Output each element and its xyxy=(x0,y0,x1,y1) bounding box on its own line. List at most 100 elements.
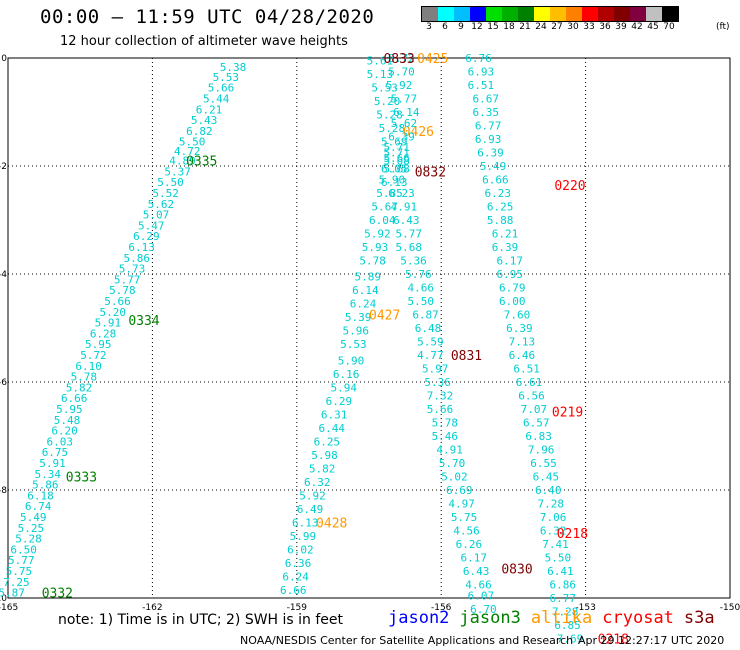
time-label-cryosat: 0218 xyxy=(557,527,588,542)
wave-height-value: 5.52 xyxy=(152,187,179,200)
legend-swatch xyxy=(518,7,534,21)
wave-height-value: 6.17 xyxy=(497,255,524,268)
wave-height-value: 5.92 xyxy=(386,79,413,92)
wave-height-value: 5.49 xyxy=(20,511,47,524)
wave-height-value: 7.60 xyxy=(504,309,530,322)
wave-height-value: 5.66 xyxy=(208,82,235,95)
legend-swatch xyxy=(662,7,678,21)
legend-swatch xyxy=(486,7,502,21)
legend-swatch xyxy=(534,7,550,21)
wave-height-value: 5.77 xyxy=(391,93,418,106)
wave-height-value: 6.56 xyxy=(518,390,545,403)
time-label-jason3: 0333 xyxy=(66,471,97,486)
time-label-cryosat: 0218 xyxy=(598,633,629,648)
time-label-altika: 0428 xyxy=(316,516,347,531)
wave-height-value: 5.94 xyxy=(330,381,357,394)
wave-height-value: 5.86 xyxy=(124,252,150,265)
wave-height-value: 4.91 xyxy=(391,201,418,214)
wave-height-value: 4.66 xyxy=(408,282,435,295)
footnote: note: 1) Time is in UTC; 2) SWH is in fe… xyxy=(58,612,344,628)
wave-height-value: 5.07 xyxy=(143,209,170,222)
y-tick-label: -10 xyxy=(0,594,7,604)
legend-label: 27 xyxy=(551,22,563,32)
time-label-jason3: 0334 xyxy=(128,314,159,329)
wave-height-value: 6.76 xyxy=(465,52,492,65)
legend-label: 3 xyxy=(426,22,432,32)
time-label-cryosat: 0219 xyxy=(552,406,583,421)
wave-height-value: 5.90 xyxy=(379,174,406,187)
wave-height-value: 6.66 xyxy=(482,174,509,187)
wave-height-value: 6.21 xyxy=(196,103,223,116)
wave-height-value: 6.95 xyxy=(497,268,524,281)
time-label-cryosat: 0220 xyxy=(554,179,585,194)
wave-height-value: 6.79 xyxy=(499,282,525,295)
wave-height-value: 6.77 xyxy=(475,120,502,133)
wave-height-value: 5.53 xyxy=(340,338,367,351)
x-tick-label: -165 xyxy=(0,603,18,613)
wave-height-value: 5.62 xyxy=(391,117,418,130)
wave-height-value: 5.47 xyxy=(138,219,165,232)
wave-height-value: 5.70 xyxy=(388,66,415,79)
wave-height-value: 6.61 xyxy=(516,376,543,389)
legend-label: 33 xyxy=(583,22,595,32)
wave-height-value: 5.76 xyxy=(405,268,432,281)
wave-height-value: 6.66 xyxy=(280,584,307,597)
legend-label: 45 xyxy=(647,22,659,32)
legend-swatch xyxy=(582,7,598,21)
legend-label: 42 xyxy=(631,22,643,32)
wave-height-value: 6.17 xyxy=(460,552,487,565)
wave-height-value: 5.02 xyxy=(441,471,468,484)
wave-height-value: 6.44 xyxy=(318,422,345,435)
wave-height-value: 6.39 xyxy=(477,147,504,160)
wave-height-value: 5.72 xyxy=(80,349,107,362)
legend-swatch xyxy=(566,7,582,21)
wave-height-value: 5.91 xyxy=(95,317,122,330)
wave-height-value: 6.93 xyxy=(468,66,495,79)
wave-height-value: 6.66 xyxy=(61,392,88,405)
time-label-altika: 0425 xyxy=(417,52,448,67)
y-tick-label: -2 xyxy=(0,162,7,172)
time-label-altika: 0427 xyxy=(369,309,400,324)
wave-height-value: 5.36 xyxy=(424,376,451,389)
wave-height-value: 6.43 xyxy=(463,565,490,578)
wave-height-value: 5.82 xyxy=(66,381,93,394)
wave-height-value: 6.32 xyxy=(540,525,567,538)
wave-height-value: 5.90 xyxy=(338,354,365,367)
wave-height-value: 6.93 xyxy=(475,133,502,146)
legend-swatch xyxy=(646,7,662,21)
wave-height-value: 5.88 xyxy=(487,214,513,227)
wave-height-value: 5.43 xyxy=(191,114,218,127)
legend-label: 12 xyxy=(471,22,483,32)
wave-height-value: 6.23 xyxy=(388,187,415,200)
wave-height-value: 5.78 xyxy=(432,417,459,430)
wave-height-value: 5.62 xyxy=(148,198,175,211)
wave-height-value: 6.41 xyxy=(547,565,574,578)
wave-height-value: 6.20 xyxy=(51,425,78,438)
wave-height-value: 5.25 xyxy=(18,522,45,535)
wave-height-value: 5.77 xyxy=(114,273,141,286)
wave-height-value: 6.39 xyxy=(506,322,533,335)
time-label-jason3: 0335 xyxy=(186,155,217,170)
x-tick-label: -159 xyxy=(287,603,308,613)
wave-height-value: 5.20 xyxy=(374,95,401,108)
satellite-name-jason3: jason3 xyxy=(459,608,521,628)
credit-line: NOAA/NESDIS Center for Satellite Applica… xyxy=(240,634,574,647)
wave-height-value: 6.83 xyxy=(525,430,552,443)
wave-height-value: 5.92 xyxy=(364,228,391,241)
wave-height-value: 7.96 xyxy=(528,444,555,457)
wave-height-value: 5.78 xyxy=(71,371,98,384)
wave-height-value: 6.10 xyxy=(75,360,102,373)
wave-height-value: 5.53 xyxy=(213,71,240,84)
wave-height-value: 6.55 xyxy=(530,457,557,470)
wave-height-value: 6.32 xyxy=(304,476,331,489)
wave-height-value: 4.66 xyxy=(465,579,492,592)
wave-height-value: 5.82 xyxy=(309,462,336,475)
wave-height-value: 7.28 xyxy=(537,498,564,511)
wave-height-value: 5.68 xyxy=(395,241,422,254)
wave-height-value: 5.71 xyxy=(383,141,410,154)
wave-height-value: 5.72 xyxy=(388,52,415,65)
time-label-s3a: 0832 xyxy=(415,165,446,180)
y-tick-label: -4 xyxy=(0,270,7,280)
wave-height-value: 4.56 xyxy=(453,525,480,538)
